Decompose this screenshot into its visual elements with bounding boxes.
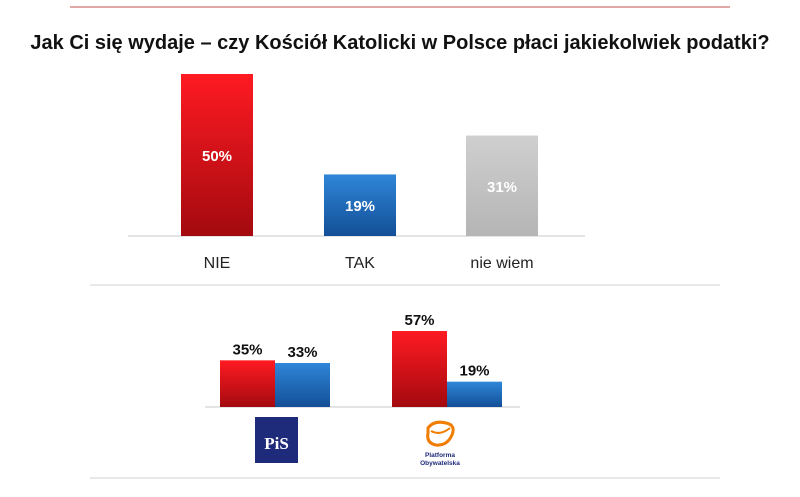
bar-nie	[181, 74, 253, 236]
po-logo: Platforma Obywatelska	[420, 420, 460, 467]
po-logo-line1: Platforma	[425, 452, 455, 459]
party-bar-value-label: 19%	[459, 363, 489, 380]
bar-nie-wiem	[466, 135, 538, 236]
party-bar-tak	[275, 363, 330, 407]
bar-value-label: 50%	[202, 148, 232, 165]
party-bar-value-label: 33%	[287, 344, 317, 361]
party-chart: 35% 33% 57% 19%	[205, 312, 520, 408]
pis-logo-box	[255, 417, 298, 463]
po-logo-line2: Obywatelska	[420, 460, 460, 467]
x-tick-label: NIE	[204, 255, 231, 272]
x-tick-label: nie wiem	[470, 255, 533, 272]
party-bar-tak	[447, 381, 502, 407]
main-chart: 50% NIE 19% TAK 31% nie wiem	[128, 74, 585, 272]
pis-logo-text: PiS	[264, 434, 289, 453]
x-tick-label: TAK	[345, 255, 375, 272]
party-bar-nie	[220, 360, 275, 407]
bar-tak	[324, 174, 396, 236]
bar-value-label: 19%	[345, 198, 375, 215]
bar-value-label: 31%	[487, 179, 517, 196]
party-bar-value-label: 57%	[404, 312, 434, 329]
po-logo-heart-icon	[426, 420, 455, 447]
party-bar-value-label: 35%	[232, 341, 262, 358]
pis-logo: PiS	[255, 417, 298, 463]
party-bar-nie	[392, 331, 447, 407]
chart-title: Jak Ci się wydaje – czy Kościół Katolick…	[30, 32, 769, 54]
po-logo-swoosh-icon	[430, 427, 451, 434]
